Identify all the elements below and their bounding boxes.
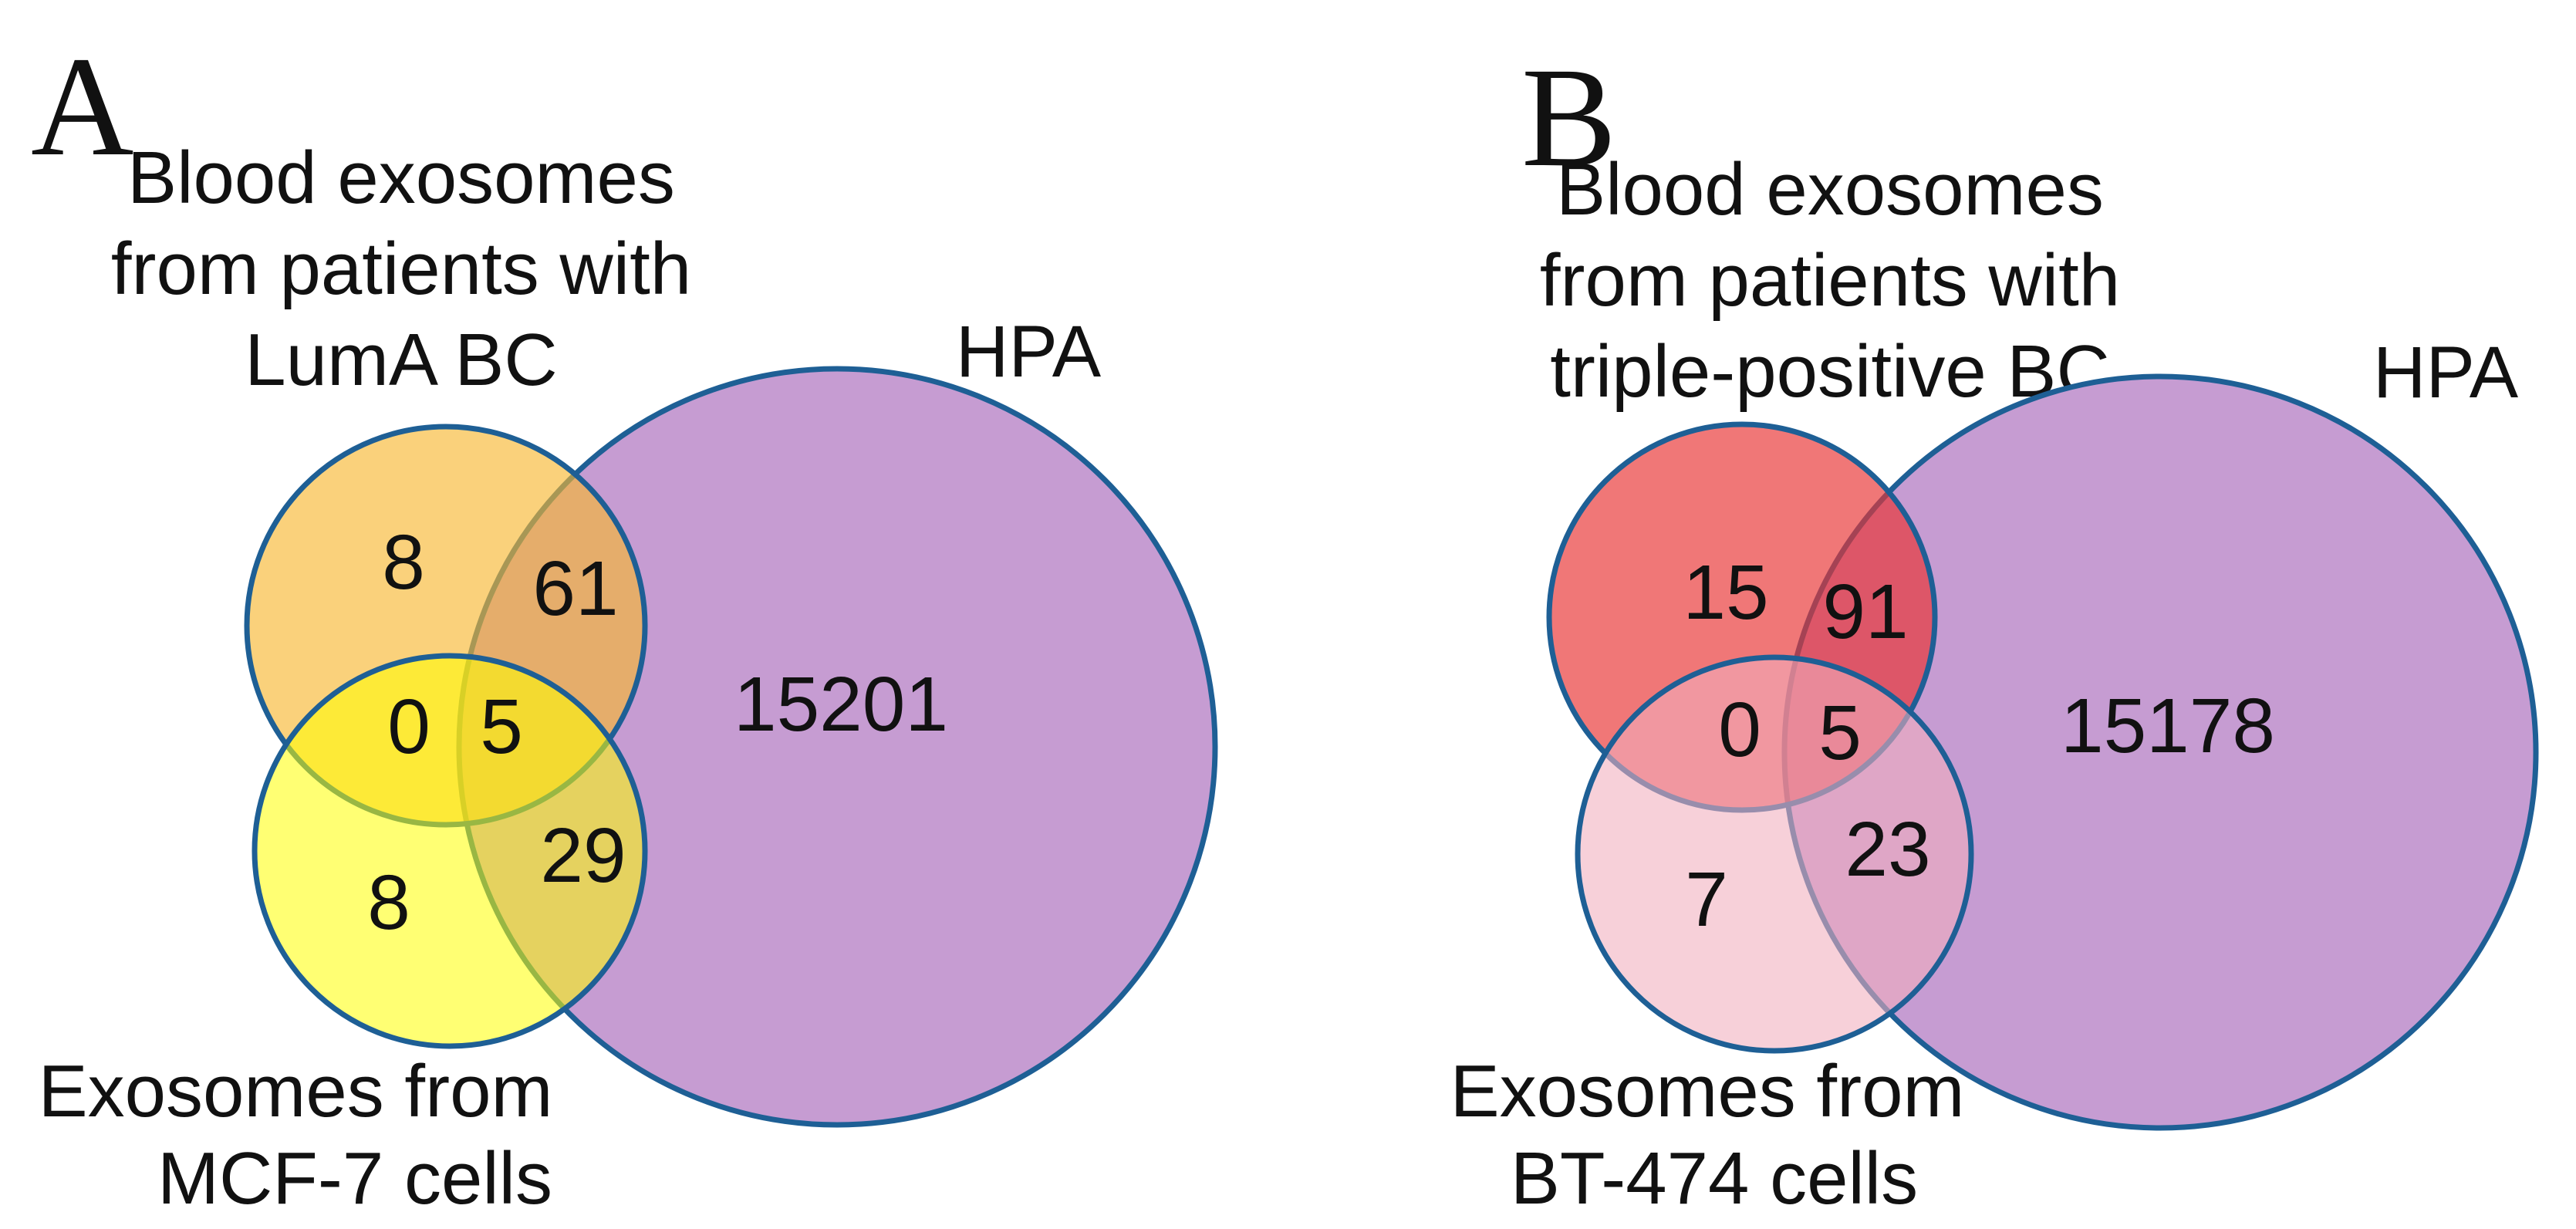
- panel-b-bottom-label-line-1: Exosomes from: [1450, 1050, 1965, 1133]
- panel-a-title-line-3: LumA BC: [245, 319, 558, 401]
- panel-b: B Blood exosomes from patients with trip…: [1450, 39, 2539, 1220]
- panel-b-title-line-3: triple-positive BC: [1550, 330, 2110, 413]
- panel-a-count-hpa-only: 15201: [734, 661, 948, 748]
- panel-a-label: A: [31, 28, 134, 186]
- panel-b-title-line-1: Blood exosomes: [1556, 148, 2104, 231]
- panel-b-count-cell-hpa: 23: [1845, 806, 1930, 893]
- panel-a-title-line-2: from patients with: [111, 228, 691, 310]
- panel-b-count-blood-only: 15: [1683, 549, 1768, 636]
- panel-a-count-blood-hpa: 61: [532, 545, 618, 632]
- panel-a-cell-exosomes-circle: [252, 653, 648, 1049]
- panel-b-count-blood-cell-hpa: 5: [1818, 690, 1862, 776]
- panel-b-count-blood-cell: 0: [1718, 687, 1761, 773]
- panel-b-cell-exosomes-circle: [1575, 654, 1974, 1054]
- panel-a-bottom-label-line-1: Exosomes from: [39, 1050, 553, 1133]
- panel-b-count-cell-only: 7: [1685, 856, 1728, 943]
- panel-a-bottom-label-line-2: MCF-7 cells: [157, 1137, 552, 1220]
- panel-a-hpa-label: HPA: [956, 311, 1102, 393]
- panel-b-count-blood-hpa: 91: [1822, 569, 1908, 655]
- panel-a: A Blood exosomes from patients with LumA…: [31, 28, 1218, 1220]
- panel-b-title-line-2: from patients with: [1540, 239, 2120, 322]
- panel-b-count-hpa-only: 15178: [2061, 683, 2275, 769]
- panel-a-count-cell-only: 8: [367, 859, 410, 946]
- panel-a-count-blood-only: 8: [382, 519, 425, 606]
- panel-a-count-cell-hpa: 29: [540, 812, 626, 899]
- panel-b-bottom-label-line-2: BT-474 cells: [1511, 1137, 1918, 1220]
- panel-a-count-blood-cell: 0: [387, 684, 430, 770]
- panel-b-hpa-label: HPA: [2373, 332, 2519, 414]
- panel-a-count-blood-cell-hpa: 5: [480, 684, 523, 770]
- panel-b-label: B: [1521, 39, 1616, 197]
- panel-a-title-line-1: Blood exosomes: [127, 137, 675, 219]
